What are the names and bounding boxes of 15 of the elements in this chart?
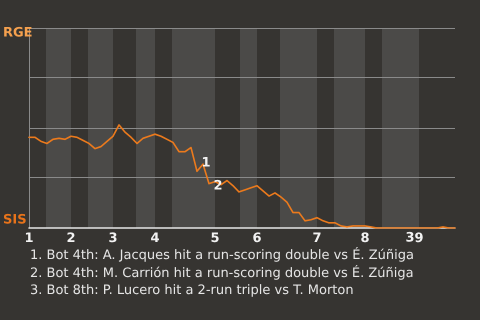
x-tick-label: 6 [252, 231, 262, 246]
text: 1. Bot 4th: A. Jacques hit a run-scoring double vs É. Zúñiga [30, 247, 414, 264]
x-tick-label: 8 [360, 231, 370, 246]
x-tick-label: 7 [312, 231, 322, 246]
x-tick-label: 4 [150, 231, 160, 246]
x-tick-label: 9 [414, 231, 424, 246]
text: 3. Bot 8th: P. Lucero hit a 2-run triple vs T. Morton [30, 282, 355, 300]
x-tick-label: 1 [24, 231, 34, 246]
x-tick-label: 2 [66, 231, 76, 246]
x-tick-label: 3 [108, 231, 118, 246]
text: RGE [3, 26, 33, 40]
x-tick-label: 5 [210, 231, 220, 246]
annotation: 1 [201, 156, 211, 170]
text: 2. Bot 4th: M. Carrión hit a run-scoring double vs É. Zúñiga [30, 264, 414, 282]
text: SIS [3, 212, 27, 228]
